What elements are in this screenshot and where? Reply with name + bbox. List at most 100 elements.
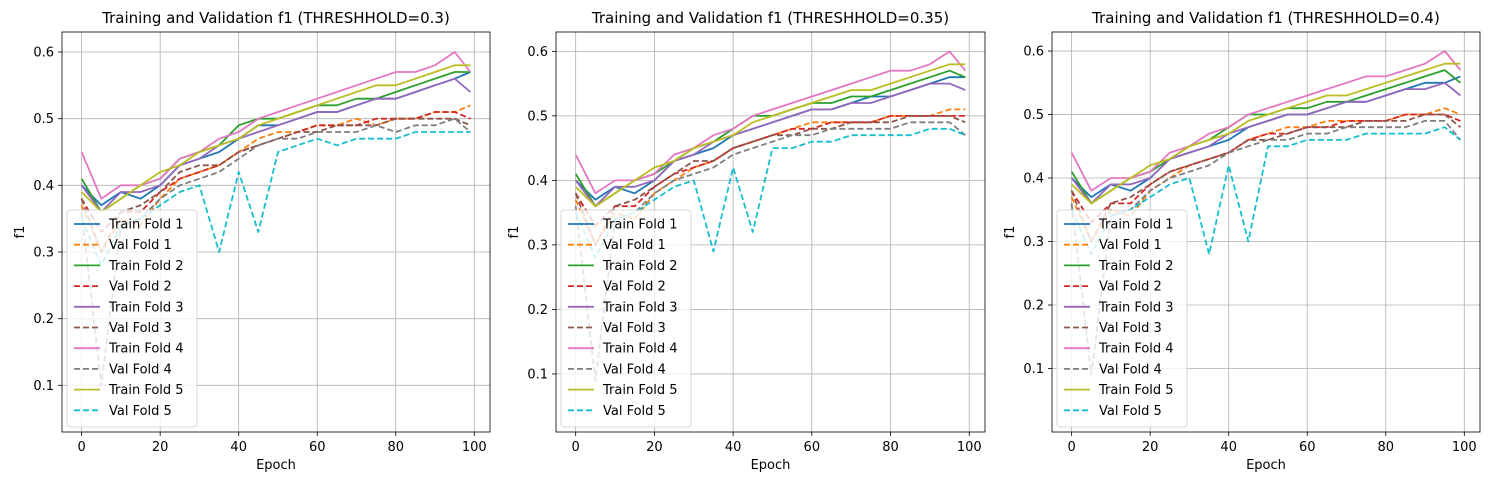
x-tick-label: 60 xyxy=(804,440,821,455)
series-lines xyxy=(574,50,966,382)
legend-label: Train Fold 4 xyxy=(108,342,184,357)
chart-panel-2: 0 20 40 60 80 100 0.1 0.2 0.3 0.4 0.5 0.6 Training a… xyxy=(507,9,986,473)
legend-label: Val Fold 1 xyxy=(603,238,666,253)
x-tick-label: 100 xyxy=(957,440,982,455)
chart-title: Training and Validation f1 (THRESHHOLD=0… xyxy=(101,9,450,27)
legend-label: Train Fold 5 xyxy=(108,383,184,398)
legend-label: Train Fold 1 xyxy=(108,218,184,233)
x-tick-label: 20 xyxy=(1142,440,1159,455)
y-tick-label: 0.2 xyxy=(527,303,548,318)
series-line-train5 xyxy=(1070,62,1461,205)
y-tick-label: 0.6 xyxy=(1023,45,1044,60)
legend-label: Train Fold 2 xyxy=(602,259,678,274)
series-line-train5 xyxy=(575,63,966,208)
x-tick-label: 80 xyxy=(882,440,899,455)
x-tick-label: 0 xyxy=(77,440,85,455)
y-axis-label: f1 xyxy=(13,226,28,239)
series-line-train4 xyxy=(80,51,472,200)
legend-label: Val Fold 3 xyxy=(603,321,666,336)
legend-label: Train Fold 2 xyxy=(1098,259,1174,274)
legend-label: Train Fold 4 xyxy=(1098,342,1174,357)
y-axis-label: f1 xyxy=(507,226,522,239)
series-lines xyxy=(80,51,472,387)
legend-label: Val Fold 5 xyxy=(603,404,666,419)
x-tick-label: 20 xyxy=(152,440,169,455)
x-tick-label: 60 xyxy=(309,440,326,455)
series-line-train3 xyxy=(80,77,471,213)
chart-title: Training and Validation f1 (THRESHHOLD=0… xyxy=(1091,9,1440,27)
legend-label: Val Fold 4 xyxy=(109,362,172,377)
x-axis-label: Epoch xyxy=(256,458,296,473)
x-tick-label: 60 xyxy=(1299,440,1316,455)
y-tick-label: 0.3 xyxy=(1023,235,1044,250)
chart-panel-1: 0 20 40 60 80 100 0.1 0.2 0.3 0.4 0.5 0.6 Training a… xyxy=(13,9,491,473)
legend-label: Train Fold 5 xyxy=(1098,383,1174,398)
y-tick-label: 0.4 xyxy=(1023,172,1044,187)
plot-frame xyxy=(1051,31,1481,433)
legend-label: Train Fold 3 xyxy=(1098,300,1174,315)
legend-label: Train Fold 2 xyxy=(108,259,184,274)
x-tick-label: 80 xyxy=(387,440,404,455)
legend-label: Train Fold 1 xyxy=(602,218,678,233)
legend-label: Val Fold 2 xyxy=(1099,280,1162,295)
legend-label: Val Fold 1 xyxy=(1099,238,1162,253)
series-line-val5 xyxy=(1070,126,1461,256)
y-tick-label: 0.4 xyxy=(33,179,54,194)
y-tick-label: 0.3 xyxy=(527,238,548,253)
legend: Train Fold 1 Val Fold 1 Train Fold 2 Val Fo… xyxy=(560,209,692,428)
legend-label: Train Fold 3 xyxy=(108,300,184,315)
y-tick-label: 0.1 xyxy=(1023,362,1044,377)
legend-box xyxy=(66,209,198,428)
legend-label: Val Fold 4 xyxy=(1099,362,1162,377)
legend-box xyxy=(560,209,692,428)
series-line-train4 xyxy=(1070,50,1462,192)
legend-box xyxy=(1056,209,1188,428)
series-line-val3 xyxy=(574,115,966,246)
plot-frame xyxy=(555,31,986,433)
legend-label: Val Fold 3 xyxy=(1099,321,1162,336)
series-line-val4 xyxy=(1070,120,1462,376)
x-tick-label: 100 xyxy=(1452,440,1477,455)
y-tick-label: 0.5 xyxy=(33,112,54,127)
y-tick-label: 0.1 xyxy=(527,367,548,382)
y-tick-label: 0.2 xyxy=(33,312,54,327)
x-tick-label: 40 xyxy=(1220,440,1237,455)
x-tick-label: 0 xyxy=(1067,440,1075,455)
y-tick-label: 0.4 xyxy=(527,174,548,189)
series-line-val2 xyxy=(574,115,966,227)
series-line-val5 xyxy=(80,131,471,267)
x-axis-label: Epoch xyxy=(1246,458,1286,473)
x-tick-label: 40 xyxy=(230,440,247,455)
x-tick-label: 0 xyxy=(572,440,580,455)
legend-label: Val Fold 5 xyxy=(1099,404,1162,419)
series-line-val5 xyxy=(574,127,966,259)
y-tick-label: 0.6 xyxy=(527,45,548,60)
legend-label: Train Fold 5 xyxy=(602,383,678,398)
series-line-train3 xyxy=(574,82,966,208)
legend-label: Val Fold 4 xyxy=(603,362,666,377)
plot-frame xyxy=(61,31,491,433)
y-tick-label: 0.5 xyxy=(1023,108,1044,123)
y-tick-label: 0.1 xyxy=(33,379,54,394)
y-tick-label: 0.2 xyxy=(1023,299,1044,314)
x-axis-label: Epoch xyxy=(751,458,791,473)
legend-label: Val Fold 2 xyxy=(603,280,666,295)
x-tick-label: 100 xyxy=(462,440,487,455)
chart-title: Training and Validation f1 (THRESHHOLD=0… xyxy=(591,9,949,27)
x-tick-label: 40 xyxy=(725,440,742,455)
legend-label: Val Fold 3 xyxy=(109,321,172,336)
x-tick-label: 20 xyxy=(646,440,663,455)
y-tick-label: 0.5 xyxy=(527,109,548,124)
series-line-train5 xyxy=(80,64,471,213)
series-line-val4 xyxy=(574,121,966,382)
series-lines xyxy=(1070,50,1462,376)
legend-label: Train Fold 4 xyxy=(602,342,678,357)
series-line-val2 xyxy=(1070,113,1461,224)
legend-label: Train Fold 1 xyxy=(1098,218,1174,233)
x-tick-label: 80 xyxy=(1377,440,1394,455)
y-tick-label: 0.6 xyxy=(33,46,54,61)
legend: Train Fold 1 Val Fold 1 Train Fold 2 Val Fo… xyxy=(66,209,198,428)
legend: Train Fold 1 Val Fold 1 Train Fold 2 Val Fo… xyxy=(1056,209,1188,428)
